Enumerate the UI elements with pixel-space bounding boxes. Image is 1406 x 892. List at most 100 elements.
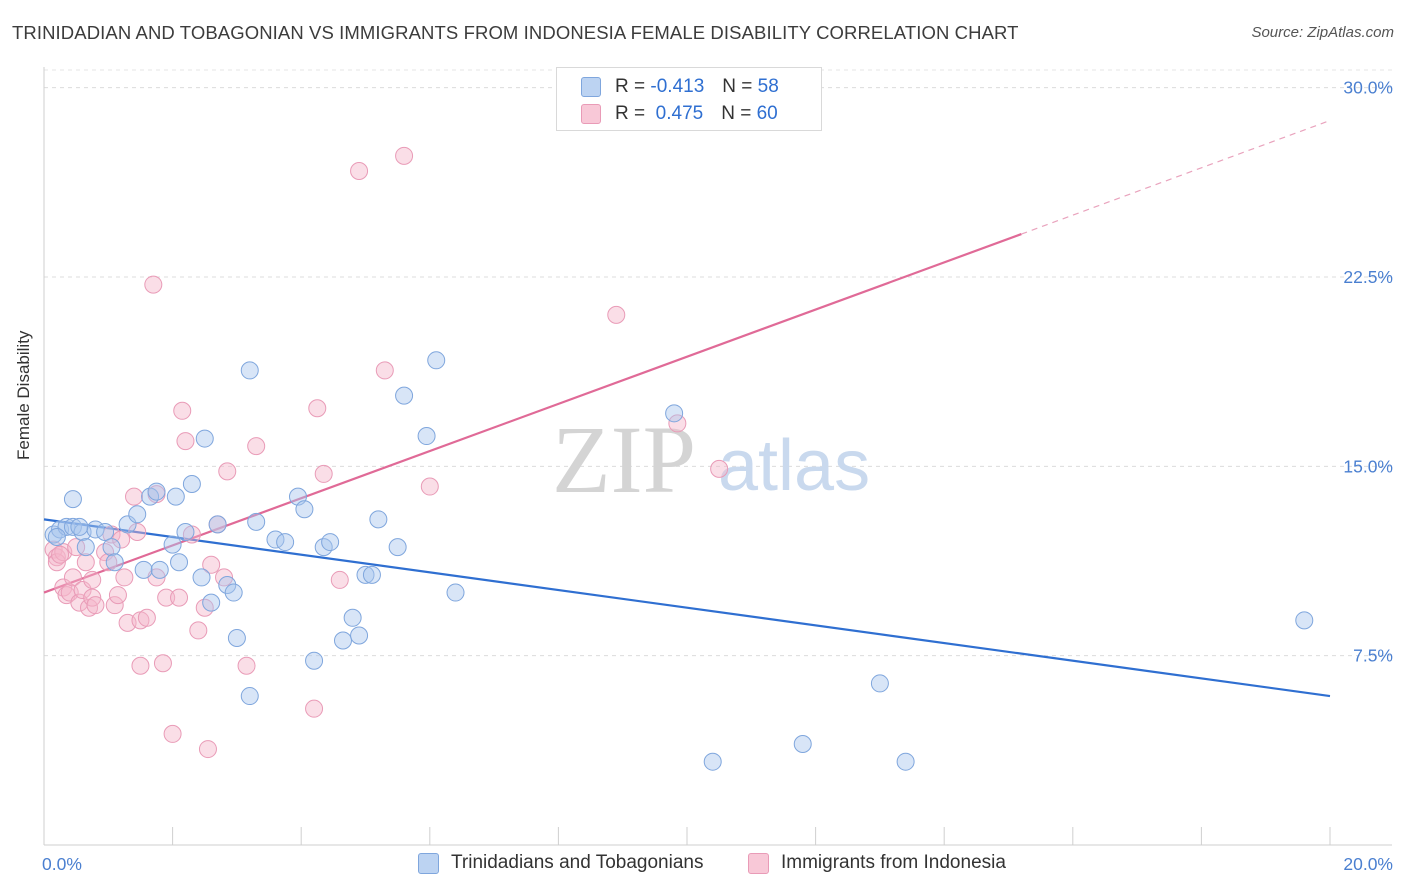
data-point-trinidad [192,568,211,587]
data-point-trinidad [76,538,95,557]
data-point-trinidad [202,593,221,612]
x-tick-labels: 0.0% 20.0% [42,854,1393,874]
data-point-trinidad [417,427,436,446]
data-point-trinidad [118,515,137,534]
data-point-trinidad [1295,611,1314,630]
watermark: ZIP atlas [552,406,870,513]
data-point-indonesia [115,568,134,587]
data-point-trinidad [665,404,684,423]
data-point-indonesia [144,275,163,294]
legend-n-value: 58 [757,76,779,97]
y-tick-labels: 7.5% 15.0% 22.5% 30.0% [1343,78,1393,666]
data-point-indonesia [99,553,118,572]
data-point-indonesia [173,401,192,420]
axes [43,67,1392,846]
data-point-trinidad [870,674,889,693]
data-point-indonesia [710,459,729,478]
legend-n-label: N = [722,76,753,97]
data-point-trinidad [247,512,266,531]
data-point-indonesia [218,462,237,481]
data-point-trinidad [388,538,407,557]
correlation-legend: R = -0.413 N = 58 R = 0.475 N = 60 [556,67,822,131]
data-point-indonesia [137,608,156,627]
data-point-indonesia [314,464,333,483]
data-point-trinidad [63,490,82,509]
source-credit: Source: ZipAtlas.com [1251,24,1394,41]
data-point-indonesia [176,432,195,451]
data-point-trinidad [96,522,115,541]
data-point-trinidad [105,553,124,572]
data-point-indonesia [83,570,102,589]
data-point-indonesia [67,538,86,557]
data-point-trinidad [321,533,340,552]
data-point-trinidad [395,386,414,405]
watermark-zip: ZIP [552,406,696,513]
legend-r-label: R = [615,76,646,97]
data-point-indonesia [86,596,105,615]
data-point-trinidad [240,361,259,380]
data-point-indonesia [420,477,439,496]
data-point-trinidad [128,505,147,524]
data-point-trinidad [163,535,182,554]
data-point-trinidad [63,517,82,536]
y-tick-label: 7.5% [1353,646,1393,666]
trend-lines [43,119,1331,698]
data-point-trinidad [134,560,153,579]
data-point-trinidad [343,608,362,627]
data-point-trinidad [170,553,189,572]
legend-r-label: R = [615,103,646,124]
trend-line-indonesia-extension [1021,119,1331,235]
data-point-trinidad [369,510,388,529]
data-point-trinidad [350,626,369,645]
data-point-indonesia [247,437,266,456]
bottom-legend-label: Immigrants from Indonesia [781,852,1006,873]
bottom-legend-label: Trinidadians and Tobagonians [451,852,704,873]
data-point-trinidad [224,583,243,602]
data-point-trinidad [218,575,237,594]
data-point-indonesia [73,581,92,600]
data-point-trinidad [305,651,324,670]
data-point-trinidad [102,538,121,557]
data-point-indonesia [607,305,626,324]
data-point-indonesia [308,399,327,418]
watermark-atlas: atlas [718,426,870,506]
data-point-trinidad [227,628,246,647]
data-point-trinidad [446,583,465,602]
data-point-trinidad [150,560,169,579]
series-trinidad-points [44,351,1314,771]
x-tick-label: 0.0% [42,854,82,874]
bottom-legend-swatch-pink [748,852,769,874]
data-point-trinidad [47,528,66,547]
data-point-indonesia [105,596,124,615]
data-point-trinidad [208,515,227,534]
data-point-trinidad [240,687,259,706]
data-point-trinidad [356,565,375,584]
data-point-trinidad [333,631,352,650]
data-point-indonesia [198,740,217,759]
data-point-trinidad [703,752,722,771]
data-point-indonesia [125,487,144,506]
data-point-indonesia [202,555,221,574]
legend-n-label: N = [721,103,752,124]
data-point-indonesia [668,414,687,433]
data-point-indonesia [375,361,394,380]
data-point-indonesia [76,553,95,572]
trend-line-trinidad [43,518,1331,698]
legend-row-trinidad: R = -0.413 N = 58 [581,74,779,100]
data-point-trinidad [70,517,89,536]
data-point-indonesia [63,568,82,587]
data-point-trinidad [147,482,166,501]
data-point-trinidad [793,735,812,754]
legend-r-value: 0.475 [655,103,704,124]
x-tick-label: 20.0% [1343,854,1393,874]
data-point-trinidad [896,752,915,771]
data-point-indonesia [153,654,172,673]
legend-swatch-pink [581,104,601,124]
data-point-trinidad [276,533,295,552]
y-tick-label: 22.5% [1343,267,1393,287]
y-tick-label: 15.0% [1343,456,1393,476]
bottom-legend-indonesia: Immigrants from Indonesia [748,852,1006,874]
data-point-indonesia [237,656,256,675]
data-point-indonesia [163,724,182,743]
